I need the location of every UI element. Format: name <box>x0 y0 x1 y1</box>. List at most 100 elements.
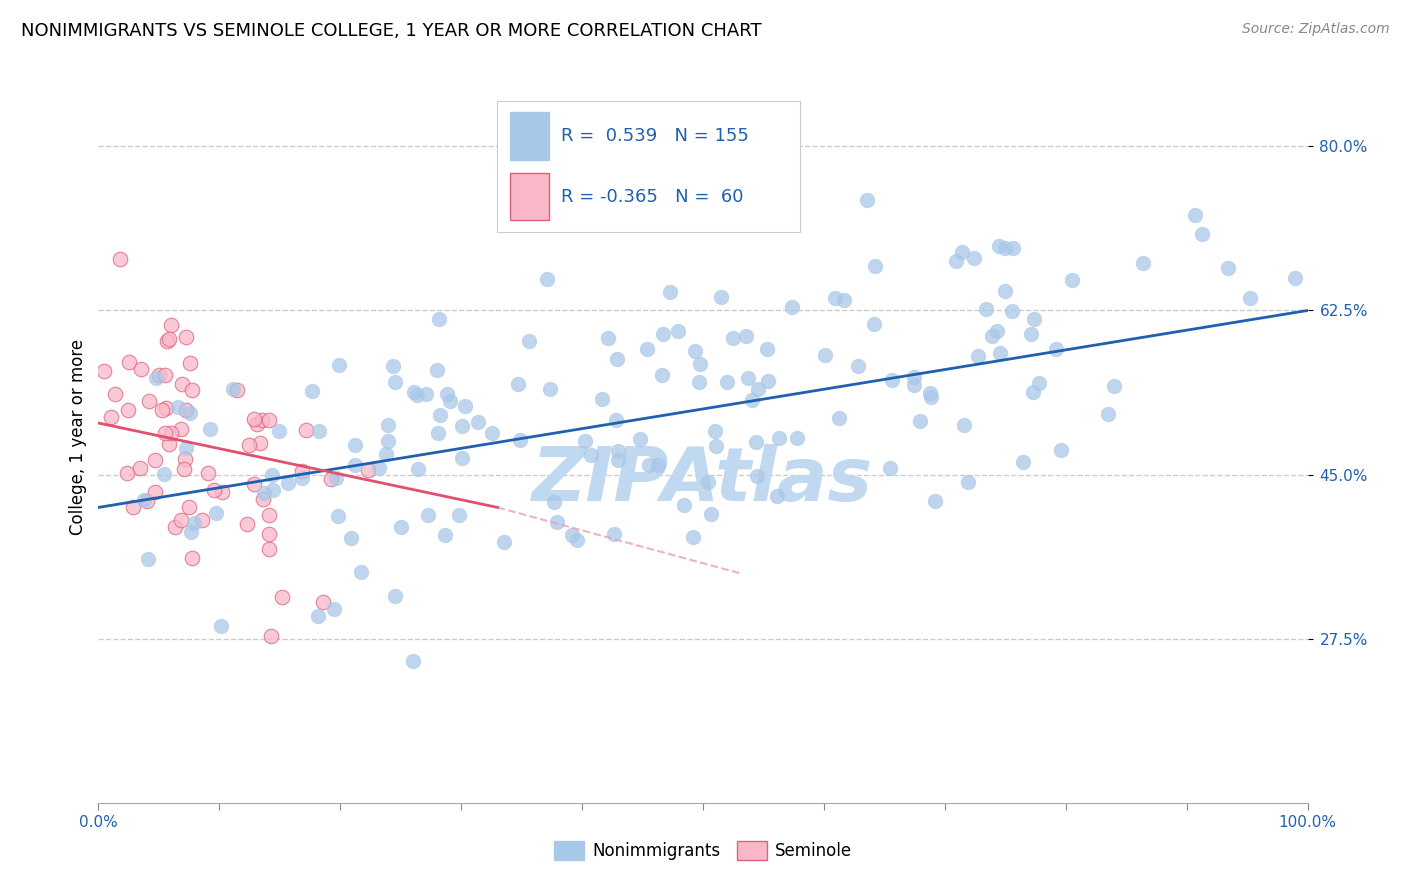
Point <box>1184 208 1206 222</box>
Point <box>262 483 284 497</box>
Point <box>200 422 222 436</box>
Point <box>1022 385 1045 400</box>
Y-axis label: College, 1 year or more: College, 1 year or more <box>69 339 87 535</box>
Point <box>308 425 330 439</box>
Point <box>138 394 160 409</box>
Point <box>945 254 967 268</box>
Point <box>117 355 139 369</box>
Point <box>1284 270 1306 285</box>
Point <box>688 375 710 389</box>
Point <box>226 383 249 397</box>
Point <box>153 467 176 481</box>
Point <box>920 390 942 404</box>
Point <box>402 654 425 668</box>
Point <box>652 326 675 341</box>
Point <box>651 368 673 382</box>
Point <box>134 492 156 507</box>
Point <box>659 285 682 299</box>
Point <box>135 494 157 508</box>
Point <box>406 461 429 475</box>
Point <box>173 461 195 475</box>
Point <box>128 461 150 475</box>
Point <box>312 595 335 609</box>
Point <box>963 252 986 266</box>
Point <box>155 368 177 382</box>
Point <box>1132 256 1154 270</box>
Point <box>257 541 280 556</box>
Point <box>246 417 269 432</box>
Point <box>768 431 790 445</box>
Point <box>1002 241 1025 255</box>
Point <box>166 401 188 415</box>
Point <box>981 328 1004 343</box>
Point <box>508 377 530 392</box>
Point <box>666 324 689 338</box>
Point <box>543 495 565 509</box>
Point <box>179 406 201 420</box>
Point <box>157 437 180 451</box>
Point <box>170 513 193 527</box>
Point <box>682 530 704 544</box>
Point <box>565 533 588 547</box>
Point <box>734 329 756 343</box>
Point <box>974 302 997 317</box>
Point <box>747 382 769 396</box>
Point <box>756 374 779 388</box>
Point <box>607 444 630 458</box>
Point <box>159 425 181 440</box>
Point <box>384 375 406 389</box>
Point <box>1019 326 1042 341</box>
Point <box>165 520 187 534</box>
Point <box>990 346 1012 360</box>
Point <box>250 413 273 427</box>
Point <box>434 527 457 541</box>
Point <box>1045 343 1067 357</box>
Point <box>402 384 425 399</box>
Point <box>436 386 458 401</box>
Point <box>177 500 200 514</box>
Point <box>183 516 205 531</box>
Point <box>389 520 412 534</box>
Point <box>291 471 314 485</box>
Point <box>271 590 294 604</box>
Point <box>966 349 988 363</box>
Point <box>174 452 197 467</box>
Point <box>832 293 855 307</box>
Point <box>447 508 470 522</box>
Point <box>222 382 245 396</box>
Point <box>994 241 1017 255</box>
Point <box>747 468 769 483</box>
Point <box>150 402 173 417</box>
Point <box>375 447 398 461</box>
Point <box>170 422 193 436</box>
Point <box>155 401 177 415</box>
Point <box>343 458 366 472</box>
Point <box>197 467 219 481</box>
Point <box>406 388 429 402</box>
Point <box>591 392 613 406</box>
Point <box>1012 455 1035 469</box>
Point <box>100 410 122 425</box>
Point <box>381 359 404 374</box>
Point <box>326 508 349 523</box>
Point <box>628 432 651 446</box>
Point <box>536 272 558 286</box>
Point <box>492 535 515 549</box>
Point <box>243 476 266 491</box>
Point <box>384 589 406 603</box>
Point <box>415 387 437 401</box>
Point <box>174 442 197 456</box>
Point <box>855 194 877 208</box>
Point <box>737 371 759 385</box>
Point <box>180 524 202 539</box>
Point <box>467 416 489 430</box>
Point <box>903 370 925 384</box>
Point <box>986 324 1008 338</box>
Point <box>259 508 281 523</box>
Point <box>238 438 260 452</box>
Point <box>143 485 166 500</box>
Point <box>1191 227 1213 242</box>
Point <box>156 334 179 348</box>
Point <box>344 438 367 452</box>
Point <box>994 284 1017 298</box>
